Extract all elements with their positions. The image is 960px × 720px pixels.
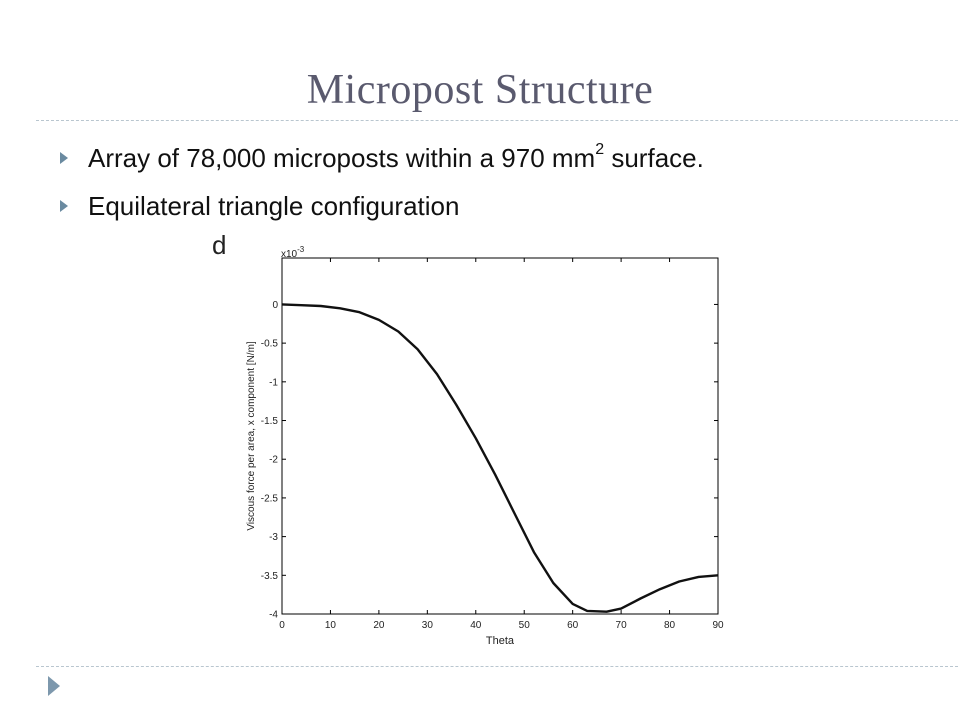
superscript-exponent: 2 [595, 141, 605, 159]
y-tick-label: -3 [269, 532, 278, 543]
x-tick-label: 30 [422, 620, 434, 631]
x-tick-label: 50 [519, 620, 531, 631]
x-tick-label: 90 [712, 620, 724, 631]
slide-title: Micropost Structure [306, 67, 654, 113]
x-tick-label: 20 [373, 620, 385, 631]
y-tick-label: 0 [272, 300, 278, 311]
y-axis-label: Viscous force per area, x component [N/m… [246, 341, 257, 531]
bullet-item-array: Array of 78,000 microposts within a 970 … [56, 134, 704, 182]
y-tick-label: -0.5 [261, 339, 279, 350]
bullet-text-pre: Equilateral triangle configuration [88, 191, 460, 221]
x-tick-label: 0 [279, 620, 285, 631]
panel-label: d [212, 230, 226, 260]
corner-arrow-icon [48, 676, 60, 696]
x-tick-label: 40 [470, 620, 482, 631]
x-tick-label: 70 [616, 620, 628, 631]
y-tick-label: -4 [269, 610, 278, 621]
axis-exponent-base: x10 [281, 249, 298, 260]
x-tick-label: 60 [567, 620, 579, 631]
bullet-item-configuration: Equilateral triangle configuration [56, 182, 704, 230]
bullet-list: Array of 78,000 microposts within a 970 … [56, 134, 704, 230]
y-tick-label: -1 [269, 377, 278, 388]
top-divider [36, 120, 960, 121]
series-line [281, 303, 719, 613]
plot-frame [281, 257, 719, 615]
viscous-force-chart: d x10-3 0 10 20 30 40 50 60 70 80 90 0-0.5-1-1.5-… [212, 230, 724, 647]
triangle-bullet-icon [60, 200, 68, 212]
triangle-bullet-icon [60, 152, 68, 164]
bullet-text-post: surface. [604, 143, 704, 173]
bullet-text-pre: Array of 78,000 microposts within a 970 … [88, 143, 596, 173]
bottom-divider [36, 666, 960, 667]
y-tick-label: -1.5 [261, 416, 279, 427]
x-axis-label: Theta [486, 635, 515, 647]
y-axis-ticks: 0 -0.5 -1 -1.5 -2 -2.5 -3 -3.5 -4 [261, 300, 718, 621]
x-tick-label: 10 [325, 620, 337, 631]
axis-exponent: x10-3 [281, 245, 305, 260]
y-tick-label: -2.5 [261, 493, 279, 504]
y-tick-label: -3.5 [261, 571, 279, 582]
axis-exponent-power: -3 [297, 245, 305, 254]
x-axis-ticks: 0 10 20 30 40 50 60 70 80 90 [279, 258, 724, 631]
x-tick-label: 80 [664, 620, 676, 631]
y-tick-label: -2 [269, 455, 278, 466]
